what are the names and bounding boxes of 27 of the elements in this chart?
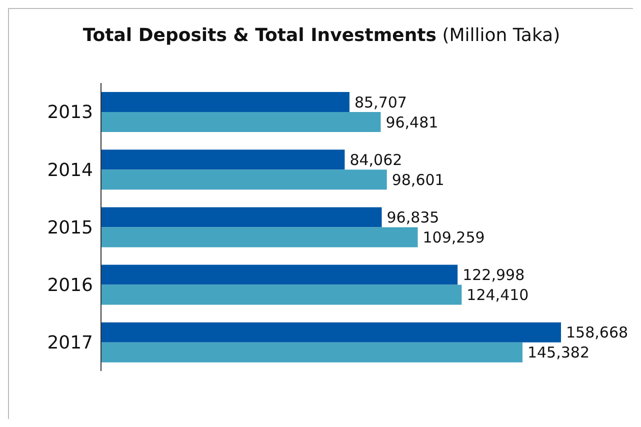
data-label: 145,382 <box>527 344 590 362</box>
data-label: 109,259 <box>422 228 485 247</box>
data-label: 84,062 <box>350 150 402 169</box>
bar <box>101 92 350 112</box>
chart-subtitle: (Million Taka) <box>441 25 560 46</box>
bar <box>101 112 381 132</box>
y-tick-label: 2014 <box>47 160 93 181</box>
y-tick-label: 2016 <box>47 274 93 296</box>
y-tick-label: 2015 <box>47 217 93 238</box>
bar <box>101 170 387 190</box>
bar <box>101 264 458 285</box>
data-label: 85,707 <box>354 93 407 112</box>
bar <box>101 342 522 362</box>
bar <box>101 150 345 170</box>
bar <box>101 284 462 305</box>
chart-title: Total Deposits & Total Investments <box>82 25 436 46</box>
data-label: 122,998 <box>462 266 525 284</box>
y-tick-label: 2017 <box>47 332 93 354</box>
bar <box>101 207 382 228</box>
data-label: 158,668 <box>566 324 628 342</box>
y-tick-label: 2013 <box>47 102 93 124</box>
bar <box>101 322 561 342</box>
data-label: 96,481 <box>386 113 438 132</box>
data-label: 124,410 <box>466 286 529 304</box>
data-label: 96,835 <box>386 208 440 227</box>
data-label: 98,601 <box>392 170 444 189</box>
bar <box>101 227 418 248</box>
